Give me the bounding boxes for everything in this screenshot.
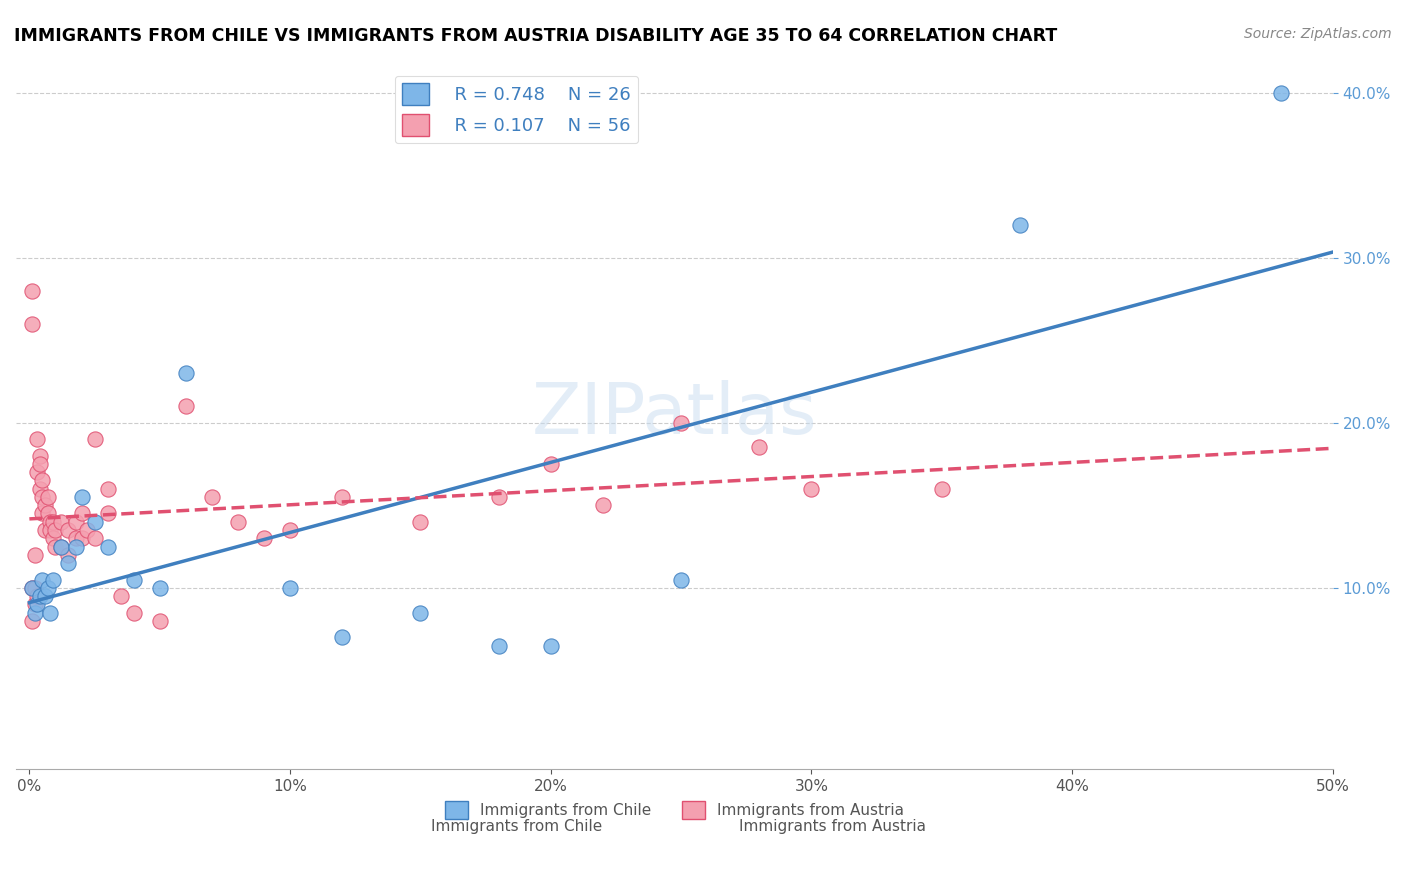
Point	[122, 606, 145, 620]
Point	[592, 498, 614, 512]
Point	[1008, 218, 1031, 232]
Point	[58, 523, 80, 537]
Point	[39, 515, 62, 529]
Point	[31, 474, 53, 488]
Point	[278, 581, 301, 595]
Point	[49, 540, 72, 554]
Point	[34, 589, 56, 603]
Point	[1270, 86, 1292, 100]
Point	[70, 490, 93, 504]
Point	[65, 531, 87, 545]
Point	[149, 581, 172, 595]
Point	[49, 540, 72, 554]
Point	[149, 614, 172, 628]
Text: Source: ZipAtlas.com: Source: ZipAtlas.com	[1244, 27, 1392, 41]
Point	[330, 490, 353, 504]
Point	[28, 457, 51, 471]
Point	[83, 515, 105, 529]
Point	[42, 515, 65, 529]
Point	[25, 589, 48, 603]
Point	[39, 523, 62, 537]
Point	[540, 457, 562, 471]
Point	[24, 597, 46, 611]
Point	[58, 548, 80, 562]
Point	[37, 581, 59, 595]
Point	[488, 639, 510, 653]
Point	[25, 432, 48, 446]
Point	[330, 630, 353, 644]
Point	[25, 465, 48, 479]
Point	[21, 317, 44, 331]
Point	[21, 284, 44, 298]
Point	[65, 540, 87, 554]
Point	[931, 482, 953, 496]
Point	[21, 581, 44, 595]
Point	[25, 597, 48, 611]
Point	[76, 523, 98, 537]
Point	[34, 498, 56, 512]
Point	[669, 573, 692, 587]
Point	[174, 399, 197, 413]
Point	[34, 523, 56, 537]
Text: Immigrants from Austria: Immigrants from Austria	[740, 819, 927, 834]
Point	[37, 490, 59, 504]
Point	[31, 490, 53, 504]
Point	[540, 639, 562, 653]
Point	[31, 573, 53, 587]
Point	[409, 515, 432, 529]
Point	[97, 482, 120, 496]
Point	[174, 366, 197, 380]
Point	[31, 507, 53, 521]
Point	[97, 540, 120, 554]
Point	[226, 515, 249, 529]
Point	[409, 606, 432, 620]
Point	[44, 540, 66, 554]
Point	[253, 531, 276, 545]
Point	[122, 573, 145, 587]
Point	[21, 614, 44, 628]
Point	[39, 606, 62, 620]
Point	[278, 523, 301, 537]
Point	[24, 606, 46, 620]
Point	[28, 482, 51, 496]
Point	[65, 515, 87, 529]
Point	[21, 581, 44, 595]
Point	[748, 441, 770, 455]
Point	[488, 490, 510, 504]
Point	[24, 548, 46, 562]
Point	[97, 507, 120, 521]
Text: Immigrants from Chile: Immigrants from Chile	[432, 819, 602, 834]
Point	[58, 556, 80, 570]
Point	[44, 523, 66, 537]
Point	[110, 589, 132, 603]
Point	[201, 490, 224, 504]
Point	[70, 531, 93, 545]
Point	[800, 482, 823, 496]
Point	[83, 432, 105, 446]
Point	[42, 531, 65, 545]
Point	[669, 416, 692, 430]
Point	[28, 449, 51, 463]
Text: ZIPatlas: ZIPatlas	[531, 380, 817, 449]
Text: IMMIGRANTS FROM CHILE VS IMMIGRANTS FROM AUSTRIA DISABILITY AGE 35 TO 64 CORRELA: IMMIGRANTS FROM CHILE VS IMMIGRANTS FROM…	[14, 27, 1057, 45]
Point	[28, 589, 51, 603]
Point	[70, 507, 93, 521]
Point	[49, 515, 72, 529]
Point	[83, 531, 105, 545]
Point	[37, 507, 59, 521]
Point	[42, 573, 65, 587]
Legend: Immigrants from Chile, Immigrants from Austria: Immigrants from Chile, Immigrants from A…	[439, 795, 910, 826]
Point	[24, 581, 46, 595]
